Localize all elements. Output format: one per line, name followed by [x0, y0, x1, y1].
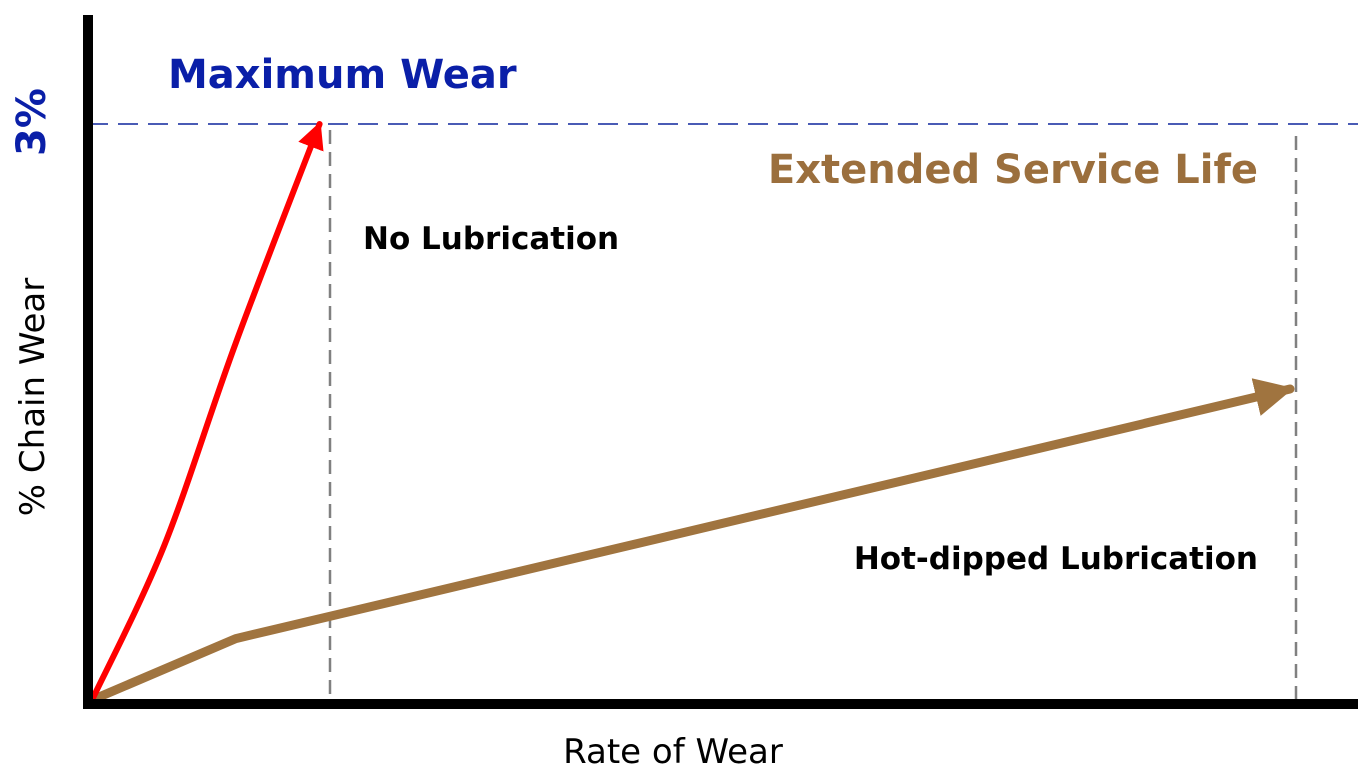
max-wear-label: Maximum Wear: [168, 52, 517, 98]
max-wear-value: 3%: [9, 88, 55, 156]
extended-service-life-label: Extended Service Life: [768, 147, 1258, 193]
x-axis-label: Rate of Wear: [563, 732, 783, 772]
series-hot-dipped-line: [87, 378, 1295, 705]
y-axis-label: % Chain Wear: [13, 278, 53, 516]
hot-dipped-lubrication-label: Hot-dipped Lubrication: [854, 541, 1258, 577]
series-no-lubrication-line: [89, 121, 324, 703]
no-lubrication-label: No Lubrication: [363, 221, 619, 257]
